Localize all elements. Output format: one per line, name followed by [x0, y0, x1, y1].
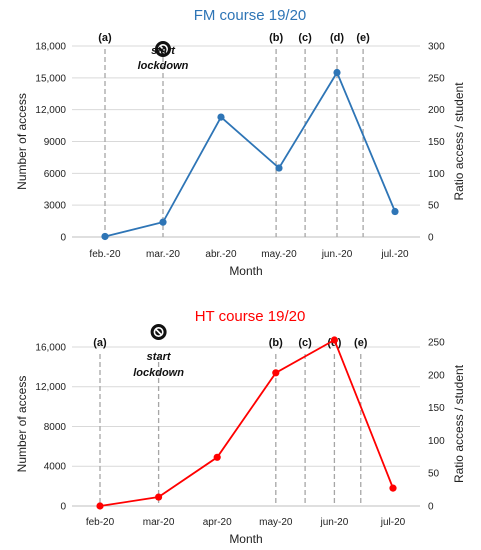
x-axis-title: Month: [229, 264, 262, 278]
lockdown-label: start: [151, 45, 176, 57]
x-tick-label: mar.-20: [146, 249, 180, 260]
lockdown-label: lockdown: [138, 60, 189, 72]
y-tick-label: 0: [60, 233, 66, 244]
x-tick-label: may-20: [259, 517, 293, 528]
event-label: (c): [298, 337, 312, 349]
y-axis-title: Number of access: [15, 93, 29, 190]
y-tick-label: 3000: [44, 201, 67, 212]
y-tick-label: 12,000: [35, 105, 66, 116]
no-entry-icon-ring: [153, 326, 164, 337]
data-point: [391, 207, 399, 216]
y2-tick-label: 300: [428, 42, 445, 53]
event-label: (b): [269, 337, 283, 349]
event-label: (d): [330, 32, 344, 44]
event-label: (e): [354, 337, 368, 349]
data-point: [101, 232, 109, 241]
data-point: [217, 113, 225, 121]
data-point: [275, 164, 283, 172]
y2-axis-title: Ratio access / student: [452, 82, 466, 201]
y2-tick-label: 250: [428, 73, 445, 84]
x-tick-label: jun-20: [319, 517, 348, 528]
y-axis-title: Number of access: [15, 376, 29, 473]
x-tick-label: jul-20: [380, 517, 406, 528]
data-point: [155, 493, 163, 501]
no-entry-icon: [155, 41, 171, 57]
y-tick-label: 18,000: [35, 42, 66, 53]
x-tick-label: may.-20: [261, 249, 297, 260]
y2-axis-title: Ratio access / student: [452, 364, 466, 483]
y2-tick-label: 100: [428, 169, 445, 180]
data-point: [213, 453, 221, 461]
lockdown-label: start: [147, 351, 172, 363]
y-tick-label: 6000: [44, 169, 67, 180]
data-point: [389, 484, 397, 492]
y2-tick-label: 0: [428, 233, 434, 244]
y2-tick-label: 250: [428, 338, 445, 349]
y-tick-label: 9000: [44, 137, 67, 148]
event-label: (b): [269, 32, 283, 44]
y2-tick-label: 200: [428, 370, 445, 381]
lockdown-label: lockdown: [133, 367, 184, 379]
data-point: [96, 502, 104, 510]
event-label: (a): [93, 337, 107, 349]
x-tick-label: mar-20: [143, 517, 175, 528]
x-tick-label: jun.-20: [321, 249, 353, 260]
no-entry-icon-ring: [158, 43, 169, 54]
data-point: [330, 336, 338, 344]
chart-title: HT course 19/20: [195, 308, 306, 325]
event-label: (a): [98, 32, 112, 44]
y-tick-label: 16,000: [35, 342, 66, 353]
y2-tick-label: 150: [428, 403, 445, 414]
y-tick-label: 0: [60, 502, 66, 513]
x-tick-label: feb-20: [86, 517, 115, 528]
y-tick-label: 12,000: [35, 382, 66, 393]
y2-tick-label: 150: [428, 137, 445, 148]
series-line: [99, 338, 394, 507]
y2-tick-label: 0: [428, 502, 434, 513]
event-label: (e): [356, 32, 370, 44]
chart-title: FM course 19/20: [194, 7, 307, 24]
y-tick-label: 15,000: [35, 73, 66, 84]
x-tick-label: jul.-20: [380, 249, 409, 260]
data-point: [272, 369, 280, 377]
no-entry-icon-bar: [159, 45, 167, 53]
y2-tick-label: 100: [428, 436, 445, 447]
y-tick-label: 8000: [44, 422, 67, 433]
ht-course-chart: HT course 19/20 0 4000 8000 12,000 16,000 0 50 1…: [15, 308, 466, 546]
x-tick-label: abr.-20: [205, 249, 237, 260]
x-tick-label: apr-20: [203, 517, 232, 528]
event-label: (c): [298, 32, 312, 44]
y2-tick-label: 50: [428, 201, 440, 212]
y-tick-label: 4000: [44, 462, 67, 473]
series-line: [104, 70, 396, 238]
y2-tick-label: 50: [428, 469, 440, 480]
data-point: [333, 68, 341, 77]
fm-course-chart: FM course 19/20030006000900012,00015,000…: [15, 7, 466, 278]
no-entry-icon-bar: [155, 328, 163, 336]
y2-tick-label: 200: [428, 105, 445, 116]
x-axis-title: Month: [229, 532, 262, 546]
no-entry-icon: [150, 324, 167, 340]
x-tick-label: feb.-20: [89, 249, 121, 260]
data-point: [159, 218, 167, 226]
